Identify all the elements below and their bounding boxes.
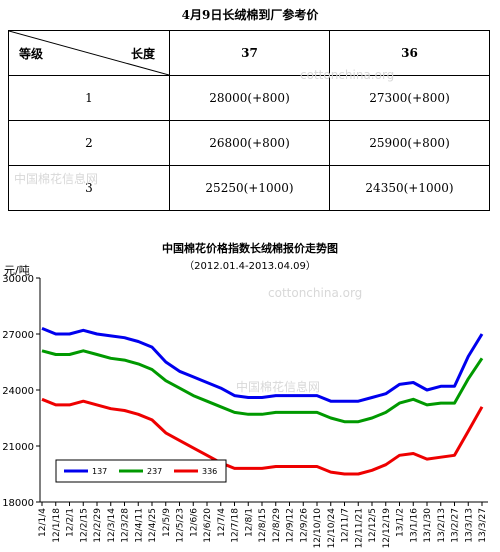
x-tick-label: 12/1/4 — [38, 508, 48, 537]
x-tick-label: 12/6/20 — [203, 508, 213, 543]
x-tick-label: 13/2/13 — [437, 508, 447, 543]
x-tick-label: 12/8/1 — [244, 508, 254, 537]
x-tick-label: 12/5/23 — [176, 508, 186, 543]
x-tick-label: 12/1/18 — [52, 508, 62, 543]
watermark: 中国棉花信息网 — [236, 380, 321, 394]
x-tick-label: 12/2/1 — [66, 508, 76, 537]
x-tick-label: 12/4/25 — [148, 508, 158, 543]
watermark: cottonchina.org — [300, 68, 395, 82]
price-cell: 25900(+800) — [329, 120, 490, 166]
series-line-336 — [41, 397, 484, 476]
x-tick-label: 13/3/13 — [464, 508, 474, 543]
x-tick-label: 13/3/27 — [478, 508, 488, 543]
x-tick-label: 12/7/18 — [231, 508, 241, 543]
price-cell: 28000(+800) — [169, 75, 330, 121]
grade-length-header: 等级 长度 — [8, 30, 170, 76]
header-length: 长度 — [130, 47, 155, 61]
x-tick-label: 12/2/15 — [79, 508, 89, 543]
x-tick-label: 12/10/24 — [327, 508, 337, 549]
x-tick-label: 12/7/4 — [217, 508, 227, 537]
y-tick-label: 18000 — [2, 498, 34, 509]
watermark: cottonchina.org — [268, 286, 363, 300]
table-row: 1 28000(+800) 27300(+800) — [8, 75, 490, 121]
table-header-row: 等级 长度 37 36 — [8, 30, 490, 76]
grade-cell: 3 — [8, 165, 170, 211]
x-tick-label: 13/1/30 — [423, 508, 433, 543]
x-tick-label: 12/3/14 — [107, 508, 117, 543]
y-tick-label: 30000 — [2, 274, 34, 285]
x-tick-label: 12/9/26 — [299, 508, 309, 543]
grade-cell: 2 — [8, 120, 170, 166]
price-cell: 27300(+800) — [329, 75, 490, 121]
legend-label: 237 — [147, 467, 162, 476]
header-grade: 等级 — [19, 47, 44, 61]
watermark: 中国棉花信息网 — [14, 172, 99, 186]
table-row: 2 26800(+800) 25900(+800) — [8, 120, 490, 166]
table-row: 3 25250(+1000) 24350(+1000) — [8, 165, 490, 211]
y-axis-unit-label: 元/吨 — [4, 264, 30, 277]
x-tick-label: 12/6/6 — [189, 508, 199, 537]
x-tick-label: 13/1/16 — [409, 508, 419, 543]
price-cell: 26800(+800) — [169, 120, 330, 166]
x-tick-label: 12/12/19 — [382, 508, 392, 549]
x-tick-label: 12/8/29 — [272, 508, 282, 543]
x-tick-label: 12/11/7 — [341, 508, 351, 543]
table-title: 4月9日长绒棉到厂参考价 — [181, 8, 319, 22]
x-tick-label: 12/8/15 — [258, 508, 268, 543]
x-tick-label: 12/3/28 — [121, 508, 131, 543]
x-tick-label: 12/10/10 — [313, 508, 323, 549]
x-tick-label: 12/12/5 — [368, 508, 378, 543]
x-tick-label: 12/4/11 — [134, 508, 144, 543]
column-header-37: 37 — [169, 30, 330, 76]
legend-label: 137 — [92, 467, 107, 476]
x-tick-label: 12/5/9 — [162, 508, 172, 537]
price-table: 等级 长度 37 36 1 28000(+800) 27300(+800) 2 … — [8, 30, 490, 211]
diagonal-divider — [9, 31, 169, 75]
chart-subtitle: （2012.01.4-2013.04.09） — [184, 261, 316, 272]
legend-label: 336 — [202, 467, 217, 476]
x-tick-label: 13/1/2 — [396, 508, 406, 537]
price-cell: 24350(+1000) — [329, 165, 490, 211]
y-tick-label: 24000 — [2, 386, 34, 397]
x-tick-label: 13/2/27 — [451, 508, 461, 543]
y-tick-label: 27000 — [2, 330, 34, 341]
y-tick-label: 21000 — [2, 442, 34, 453]
x-tick-label: 12/9/12 — [286, 508, 296, 543]
series-line-237 — [41, 349, 484, 424]
price-trend-chart: 18000 21000 24000 27000 30000 12/1/4 12/1/18 12… — [2, 274, 488, 549]
chart-title: 中国棉花价格指数长绒棉报价走势图 — [162, 242, 338, 255]
x-tick-label: 12/11/21 — [354, 508, 364, 548]
price-cell: 25250(+1000) — [169, 165, 330, 211]
x-tick-label: 12/2/29 — [93, 508, 103, 543]
grade-cell: 1 — [8, 75, 170, 121]
series-line-137 — [41, 327, 484, 403]
